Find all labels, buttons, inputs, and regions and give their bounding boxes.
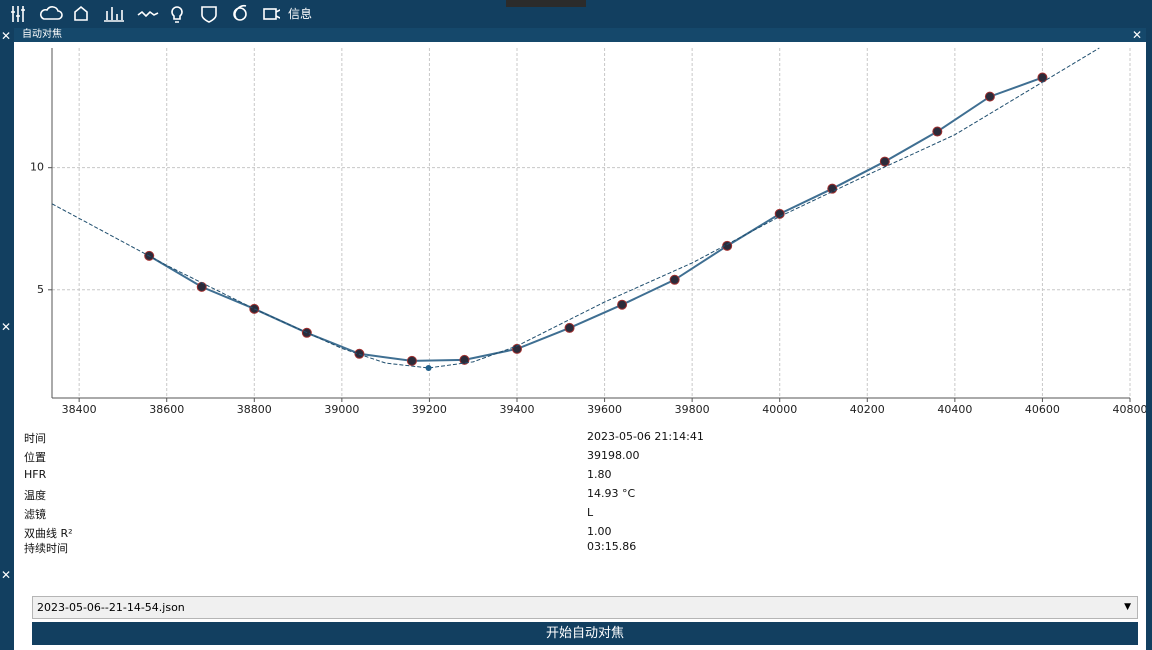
close-icon[interactable]: ✕ [1,568,12,582]
data-point [564,322,575,333]
x-tick-label: 40200 [850,403,885,416]
info-value: 1.00 [587,525,612,538]
info-value: 2023-05-06 21:14:41 [587,430,704,443]
data-point [827,183,838,194]
close-icon[interactable]: ✕ [1,320,12,334]
data-point [669,274,680,285]
start-button[interactable]: 开始自动对焦 [32,622,1138,645]
info-label: 时间 [24,432,46,445]
x-tick-label: 39600 [587,403,622,416]
chart: 38400 38600 38800 39000 39200 39400 39600 39800… [30,47,1147,416]
x-tick-label: 40800 [1113,403,1147,416]
window-tab[interactable] [506,0,586,7]
side-dock [1146,28,1152,650]
info-label: 滤镜 [24,508,46,521]
x-tick-label: 39800 [675,403,710,416]
info-label: 位置 [24,451,46,464]
x-tick-label: 40400 [937,403,972,416]
dropdown-value: 2023-05-06--21-14-54.json [37,601,185,614]
file-dropdown[interactable]: 2023-05-06--21-14-54.json ▼ [32,596,1138,619]
x-tick-label: 39400 [500,403,535,416]
y-tick-label: 10 [30,161,44,174]
info-label: 双曲线 R² [24,527,73,540]
info-value: 14.93 °C [587,487,636,500]
data-point [984,91,995,102]
x-tick-label: 40600 [1025,403,1060,416]
x-tick-label: 38800 [237,403,272,416]
data-point [512,343,523,354]
info-value: 1.80 [587,468,612,481]
close-icon[interactable]: ✕ [1131,28,1142,42]
panel-title: 自动对焦 [22,29,62,40]
x-tick-label: 39000 [324,403,359,416]
plot-area [52,48,1130,398]
fit-curve [51,47,1100,369]
data-point [617,299,628,310]
y-tick-label: 5 [37,283,44,296]
menu-item[interactable]: 信息 [288,7,313,21]
info-value: 03:15.86 [587,540,637,553]
info-label: HFR [24,468,47,481]
info-label: 温度 [24,489,46,502]
dropdown-arrow: ▼ [1124,602,1131,612]
data-point [249,303,260,314]
x-tick-label: 38400 [62,403,97,416]
data-point [1037,72,1048,83]
data-point [406,355,417,366]
close-icon[interactable]: ✕ [1,29,12,43]
x-tick-label: 38600 [149,403,184,416]
data-point [425,364,432,371]
x-tick-label: 39200 [412,403,447,416]
data-point [196,281,207,292]
data-point [459,354,470,365]
data-point [932,126,943,137]
toolbar-icons [11,4,280,23]
data-point [879,156,890,167]
info-value: 39198.00 [587,449,640,462]
info-label: 持续时间 [24,542,68,555]
info-value: L [587,506,594,519]
data-point [774,208,785,219]
panel-title-bar: 自动对焦 ✕ [14,28,1146,42]
side-dock: ✕ ✕ ✕ [0,28,14,650]
x-tick-label: 40000 [762,403,797,416]
